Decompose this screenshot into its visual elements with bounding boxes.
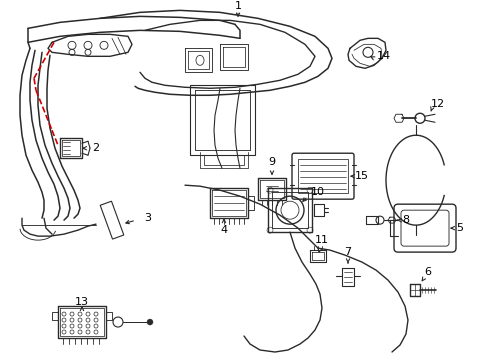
Text: 2: 2 — [92, 143, 100, 153]
Text: 10: 10 — [310, 187, 325, 197]
Text: 3: 3 — [144, 213, 151, 223]
Text: 13: 13 — [75, 297, 89, 307]
Text: 9: 9 — [268, 157, 275, 167]
Bar — [190, 85, 254, 155]
Text: 7: 7 — [344, 247, 351, 257]
Text: 4: 4 — [220, 225, 227, 235]
Text: 5: 5 — [456, 223, 463, 233]
Text: 14: 14 — [376, 51, 390, 61]
Bar — [297, 159, 347, 193]
Text: 1: 1 — [234, 1, 241, 12]
Bar — [100, 201, 123, 239]
Text: 12: 12 — [430, 99, 444, 109]
Text: 15: 15 — [354, 171, 368, 181]
Circle shape — [147, 319, 153, 325]
Text: 8: 8 — [402, 215, 409, 225]
Text: 6: 6 — [424, 267, 430, 277]
Text: 11: 11 — [314, 235, 328, 245]
